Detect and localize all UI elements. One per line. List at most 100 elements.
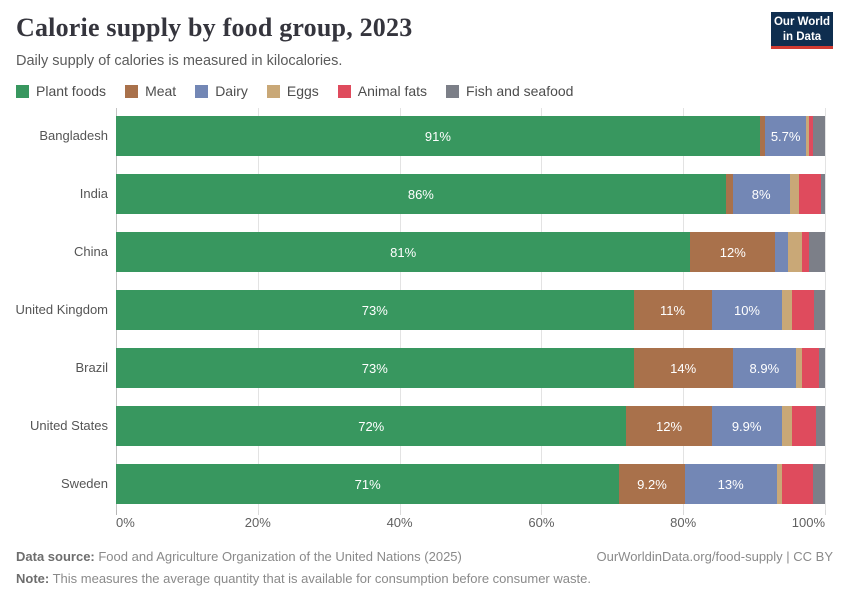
bar-segment-sweden-meat[interactable]: 9.2% <box>619 464 685 504</box>
bar-segment-china-plant-foods[interactable]: 81% <box>116 232 691 272</box>
segment-value-label: 13% <box>717 476 744 492</box>
datasource-label: Data source: <box>16 549 95 564</box>
bar-segment-china-dairy[interactable] <box>775 232 789 272</box>
segment-value-label: 12% <box>719 244 746 260</box>
row-label-china: China <box>74 244 108 259</box>
bar-segment-china-fish-and-seafood[interactable] <box>809 232 825 272</box>
bar-segment-china-meat[interactable]: 12% <box>690 232 776 272</box>
bar-segment-bangladesh-plant-foods[interactable]: 91% <box>116 116 760 156</box>
row-label-bangladesh: Bangladesh <box>39 128 108 143</box>
row-label-brazil: Brazil <box>75 360 108 375</box>
axis-label-0: 0% <box>116 515 135 530</box>
legend-swatch-fish-and-seafood <box>446 84 460 98</box>
bar-united-states: 72% 12% 9.9% <box>116 406 825 446</box>
bar-segment-sweden-eggs[interactable] <box>776 464 783 504</box>
bar-segment-united-kingdom-plant-foods[interactable]: 73% <box>116 290 634 330</box>
bar-segment-sweden-dairy[interactable]: 13% <box>684 464 777 504</box>
segment-value-label: 9.2% <box>637 476 667 492</box>
bar-segment-bangladesh-meat[interactable] <box>759 116 766 156</box>
segment-value-label: 71% <box>354 476 381 492</box>
segment-value-label: 14% <box>670 360 697 376</box>
axis-label-20: 20% <box>244 515 271 530</box>
segment-value-label: 10% <box>733 302 760 318</box>
bar-segment-united-kingdom-meat[interactable]: 11% <box>633 290 712 330</box>
segment-value-label: 81% <box>390 244 417 260</box>
bar-segment-brazil-plant-foods[interactable]: 73% <box>116 348 634 388</box>
row-label-india: India <box>79 186 108 201</box>
segment-value-label: 91% <box>424 128 451 144</box>
segment-value-label: 12% <box>655 418 683 434</box>
axis-tick-20 <box>257 510 259 515</box>
legend-item-animal-fats[interactable]: Animal fats <box>337 83 428 99</box>
axis-tick-100 <box>825 510 826 515</box>
axis-tick-60 <box>541 510 543 515</box>
segment-value-label: 72% <box>358 418 385 434</box>
bar-segment-united-kingdom-eggs[interactable] <box>782 290 793 330</box>
segment-value-label: 73% <box>361 360 388 376</box>
bar-brazil: 73% 14% 8.9% <box>116 348 825 388</box>
segment-value-label: 86% <box>407 186 434 202</box>
bar-segment-bangladesh-fish-and-seafood[interactable] <box>812 116 825 156</box>
bar-segment-brazil-animal-fats[interactable] <box>802 348 820 388</box>
bar-segment-bangladesh-animal-fats[interactable] <box>808 116 813 156</box>
bar-sweden: 71% 9.2% 13% <box>116 464 825 504</box>
owid-link[interactable]: OurWorldinData.org/food-supply | CC BY <box>596 549 833 564</box>
bar-segment-united-states-eggs[interactable] <box>781 406 792 446</box>
bar-segment-united-states-plant-foods[interactable]: 72% <box>116 406 627 446</box>
bar-segment-sweden-animal-fats[interactable] <box>782 464 813 504</box>
datasource-text: Data source: Food and Agriculture Organi… <box>16 549 462 564</box>
bar-segment-united-kingdom-animal-fats[interactable] <box>792 290 814 330</box>
bar-segment-united-states-meat[interactable]: 12% <box>626 406 712 446</box>
bar-china: 81% 12% <box>116 232 825 272</box>
plot-area: 91% 5.7% 86% 8% 81% 12% 73% 11% 10% 73% 14% 8.9% 72%… <box>116 108 826 515</box>
legend-item-eggs[interactable]: Eggs <box>266 83 319 99</box>
bar-segment-brazil-meat[interactable]: 14% <box>633 348 733 388</box>
bar-segment-united-states-animal-fats[interactable] <box>791 406 817 446</box>
legend-item-meat[interactable]: Meat <box>125 83 176 99</box>
legend-swatch-animal-fats <box>337 84 351 98</box>
segment-value-label: 11% <box>660 302 686 318</box>
legend-item-dairy[interactable]: Dairy <box>195 83 248 99</box>
bar-segment-united-kingdom-dairy[interactable]: 10% <box>711 290 783 330</box>
legend-label: Dairy <box>215 83 248 99</box>
legend-item-plant-foods[interactable]: Plant foods <box>16 83 106 99</box>
axis-label-100: 100% <box>791 515 825 530</box>
bar-segment-india-dairy[interactable]: 8% <box>732 174 790 214</box>
bar-segment-sweden-fish-and-seafood[interactable] <box>812 464 825 504</box>
bar-segment-brazil-dairy[interactable]: 8.9% <box>732 348 796 388</box>
bar-segment-united-states-fish-and-seafood[interactable] <box>816 406 825 446</box>
legend-label: Animal fats <box>357 83 428 99</box>
note-text: Note: This measures the average quantity… <box>16 571 591 587</box>
bar-segment-brazil-eggs[interactable] <box>795 348 803 388</box>
bar-united-kingdom: 73% 11% 10% <box>116 290 825 330</box>
row-label-united-kingdom: United Kingdom <box>15 302 109 317</box>
bar-segment-india-meat[interactable] <box>725 174 733 214</box>
bar-segment-bangladesh-eggs[interactable] <box>805 116 809 156</box>
chart-title: Calorie supply by food group, 2023 <box>16 13 413 42</box>
owid-logo[interactable]: Our World in Data <box>771 12 833 49</box>
bar-segment-sweden-plant-foods[interactable]: 71% <box>116 464 620 504</box>
bar-segment-united-kingdom-fish-and-seafood[interactable] <box>813 290 825 330</box>
bar-segment-bangladesh-dairy[interactable]: 5.7% <box>765 116 806 156</box>
bar-segment-india-plant-foods[interactable]: 86% <box>116 174 726 214</box>
axis-label-40: 40% <box>386 515 413 530</box>
bar-bangladesh: 91% 5.7% <box>116 116 825 156</box>
legend-label: Plant foods <box>36 83 107 99</box>
axis-label-80: 80% <box>670 515 697 530</box>
legend-item-fish-and-seafood[interactable]: Fish and seafood <box>446 83 573 99</box>
owid-logo-line1: Our World <box>773 16 830 28</box>
gridline-100 <box>825 108 826 510</box>
bar-segment-india-eggs[interactable] <box>789 174 799 214</box>
bar-segment-india-fish-and-seafood[interactable] <box>820 174 825 214</box>
bar-segment-china-eggs[interactable] <box>788 232 803 272</box>
legend-swatch-meat <box>125 84 139 98</box>
bar-segment-china-animal-fats[interactable] <box>802 232 810 272</box>
bar-segment-united-states-dairy[interactable]: 9.9% <box>711 406 782 446</box>
legend-label: Fish and seafood <box>466 83 574 99</box>
axis-tick-0 <box>116 510 117 515</box>
row-label-sweden: Sweden <box>61 476 108 491</box>
bar-india: 86% 8% <box>116 174 825 214</box>
bar-segment-brazil-fish-and-seafood[interactable] <box>819 348 825 388</box>
bar-segment-india-animal-fats[interactable] <box>798 174 821 214</box>
